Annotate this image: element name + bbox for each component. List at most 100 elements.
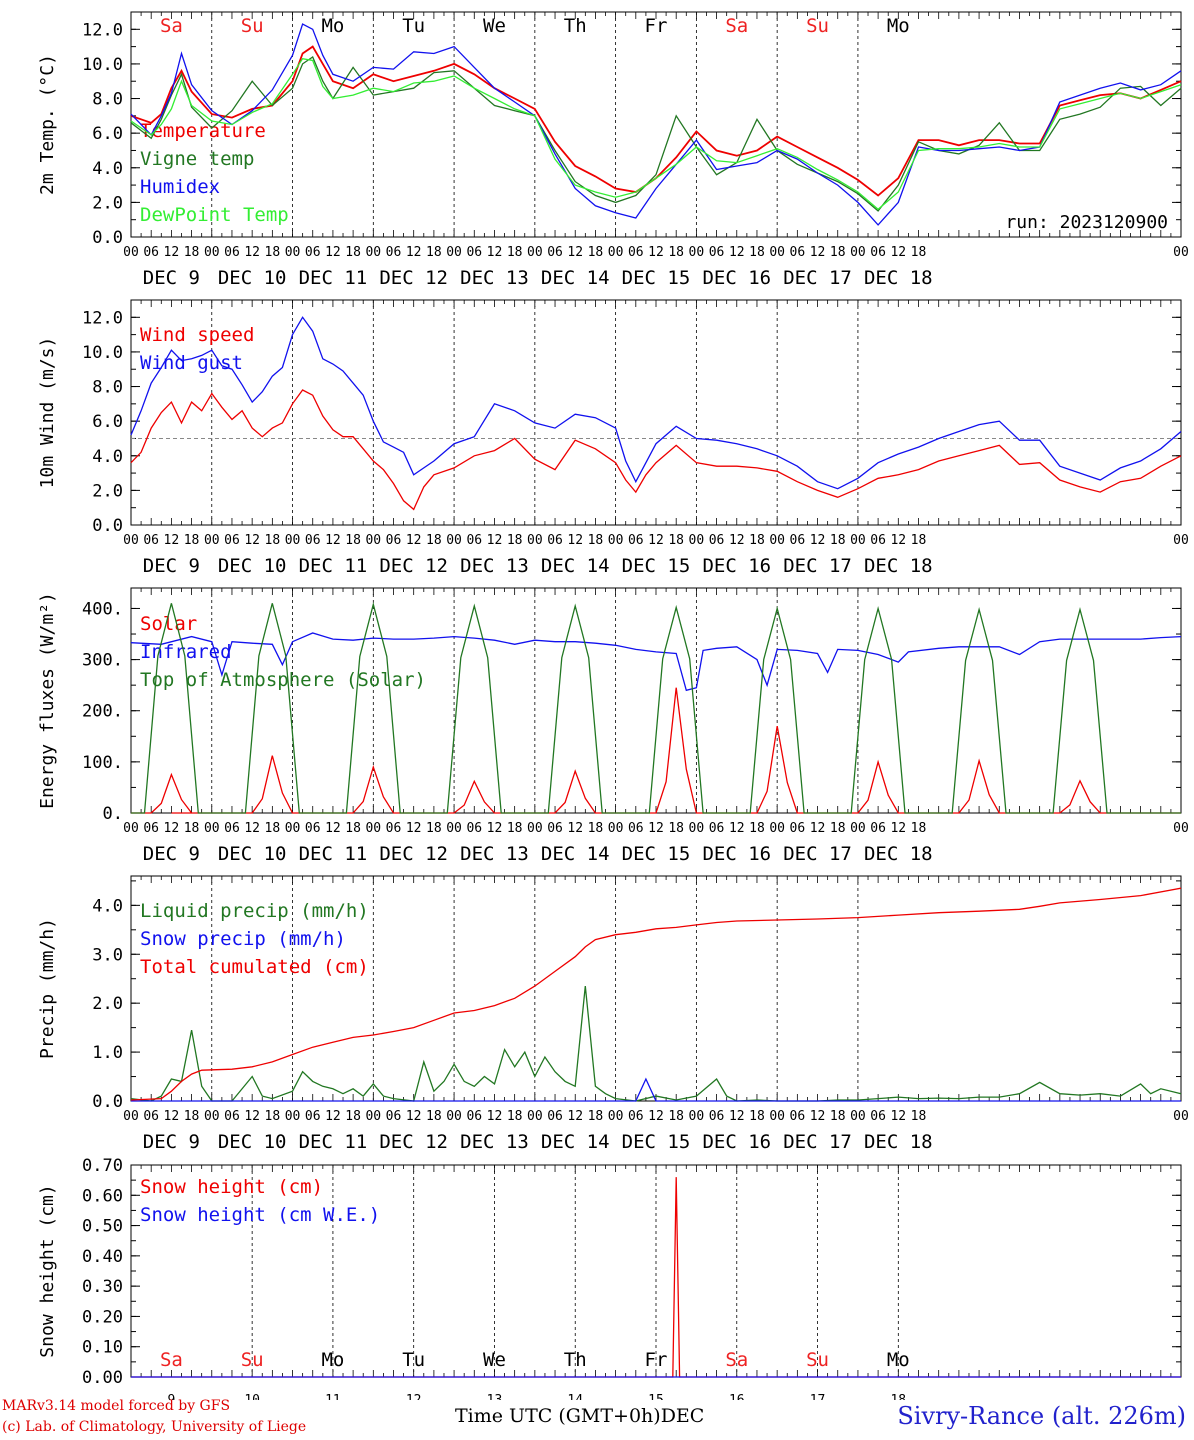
precip-hour-label: 06 xyxy=(628,1109,644,1124)
precip-date-label: DEC 14 xyxy=(541,1131,610,1153)
temperature-hour-label: 12 xyxy=(406,245,422,260)
energy-date-label: DEC 17 xyxy=(783,843,852,865)
snow-day-number: 18 xyxy=(890,1393,906,1400)
temperature-date-label: DEC 13 xyxy=(460,267,529,289)
precip-date-label: DEC 16 xyxy=(702,1131,771,1153)
temperature-y-tick-label: 8.0 xyxy=(92,90,123,110)
precip-date-label: DEC 10 xyxy=(218,1131,287,1153)
temperature-hour-label: 06 xyxy=(305,245,321,260)
temperature-hour-label: 00 xyxy=(608,245,624,260)
energy-hour-label: 12 xyxy=(406,821,422,836)
energy-hour-label: 12 xyxy=(890,821,906,836)
temperature-hour-label: 00 xyxy=(527,245,543,260)
temperature-hour-label: 06 xyxy=(870,245,886,260)
temperature-y-tick-label: 0.0 xyxy=(92,228,123,248)
precip-hour-label: 00 xyxy=(608,1109,624,1124)
wind-hour-label: 06 xyxy=(628,533,644,548)
snow-day-number: 12 xyxy=(406,1393,422,1400)
temperature-hour-label: 00 xyxy=(769,245,785,260)
energy-hour-label: 06 xyxy=(386,821,402,836)
energy-hour-label: 18 xyxy=(265,821,281,836)
precip-hour-label: 06 xyxy=(466,1109,482,1124)
precip-hour-label: 00 xyxy=(527,1109,543,1124)
lab-credit: (c) Lab. of Climatology, University of L… xyxy=(2,1419,307,1435)
energy-y-tick-label: 100. xyxy=(82,753,123,773)
wind-series-wind-speed xyxy=(130,389,1182,511)
precip-hour-label: 18 xyxy=(184,1109,200,1124)
temperature-date-label: DEC 15 xyxy=(622,267,691,289)
temperature-hour-label: 00 xyxy=(689,245,705,260)
temperature-hour-label: 18 xyxy=(830,245,846,260)
wind-hour-label: 00 xyxy=(365,533,381,548)
precip-hour-label: 06 xyxy=(790,1109,806,1124)
wind-y-tick-label: 12.0 xyxy=(82,308,123,328)
wind-y-tick-label: 6.0 xyxy=(92,412,123,432)
weekday-label-bottom: Sa xyxy=(725,1349,748,1371)
wind-hour-label: 18 xyxy=(265,533,281,548)
temperature-hour-label: 18 xyxy=(345,245,361,260)
wind-hour-label: 18 xyxy=(749,533,765,548)
precip-y-tick-label: 0.0 xyxy=(92,1092,123,1112)
energy-date-label: DEC 13 xyxy=(460,843,529,865)
wind-hour-label: 00 xyxy=(123,533,139,548)
precip-hour-label: 18 xyxy=(265,1109,281,1124)
wind-legend-entry: Wind gust xyxy=(140,352,243,374)
precip-y-tick-label: 3.0 xyxy=(92,945,123,965)
energy-hour-label: 06 xyxy=(143,821,159,836)
wind-hour-label: 18 xyxy=(911,533,927,548)
snow-day-number: 14 xyxy=(567,1393,583,1400)
weekday-label-bottom: Fr xyxy=(645,1349,668,1371)
station-title: Sivry-Rance (alt. 226m) xyxy=(897,1402,1186,1430)
precip-hour-label: 12 xyxy=(810,1109,826,1124)
temperature-hour-label: 12 xyxy=(487,245,503,260)
energy-hour-label: 00 xyxy=(446,821,462,836)
wind-hour-label: 00 xyxy=(1173,533,1189,548)
temperature-hour-label: 00 xyxy=(285,245,301,260)
wind-hour-label: 12 xyxy=(648,533,664,548)
wind-date-label: DEC 13 xyxy=(460,555,529,577)
wind-series-wind-gust xyxy=(130,316,1182,490)
precip-hour-label: 06 xyxy=(547,1109,563,1124)
snow-y-tick-label: 0.00 xyxy=(82,1368,123,1388)
energy-hour-label: 12 xyxy=(729,821,745,836)
energy-series-solar xyxy=(131,687,1181,814)
temperature-series-humidex xyxy=(130,23,1182,226)
wind-hour-label: 00 xyxy=(850,533,866,548)
snow-y-tick-label: 0.20 xyxy=(82,1307,123,1327)
weekday-label-bottom: Tu xyxy=(402,1349,425,1371)
energy-hour-label: 12 xyxy=(810,821,826,836)
wind-hour-label: 18 xyxy=(426,533,442,548)
temperature-hour-label: 06 xyxy=(628,245,644,260)
precip-legend-entry: Total cumulated (cm) xyxy=(140,956,369,978)
wind-hour-label: 06 xyxy=(224,533,240,548)
energy-hour-label: 06 xyxy=(870,821,886,836)
energy-hour-label: 00 xyxy=(689,821,705,836)
energy-hour-label: 18 xyxy=(668,821,684,836)
temperature-hour-label: 12 xyxy=(244,245,260,260)
temperature-run-annotation: run: 2023120900 xyxy=(1005,212,1168,233)
weekday-label-bottom: Mo xyxy=(321,1349,344,1371)
precip-hour-label: 00 xyxy=(689,1109,705,1124)
precip-hour-label: 12 xyxy=(729,1109,745,1124)
precip-legend-entry: Snow precip (mm/h) xyxy=(140,928,346,950)
wind-hour-label: 12 xyxy=(890,533,906,548)
energy-hour-label: 00 xyxy=(204,821,220,836)
wind-hour-label: 12 xyxy=(164,533,180,548)
snow-y-axis-label: Snow height (cm) xyxy=(37,1184,58,1357)
precip-hour-label: 00 xyxy=(123,1109,139,1124)
precip-hour-label: 12 xyxy=(890,1109,906,1124)
temperature-y-axis-label: 2m Temp. (°C) xyxy=(37,54,58,195)
wind-hour-label: 18 xyxy=(830,533,846,548)
energy-hour-label: 06 xyxy=(628,821,644,836)
snow-day-number: 13 xyxy=(487,1393,503,1400)
wind-y-tick-label: 0.0 xyxy=(92,516,123,536)
energy-hour-label: 06 xyxy=(709,821,725,836)
wind-hour-label: 18 xyxy=(588,533,604,548)
precip-date-label: DEC 12 xyxy=(379,1131,448,1153)
precip-hour-label: 00 xyxy=(1173,1109,1189,1124)
wind-hour-label: 12 xyxy=(406,533,422,548)
temperature-series-vigne-temp xyxy=(130,56,1182,212)
precip-hour-label: 18 xyxy=(668,1109,684,1124)
wind-date-label: DEC 14 xyxy=(541,555,610,577)
temperature-hour-label: 18 xyxy=(507,245,523,260)
